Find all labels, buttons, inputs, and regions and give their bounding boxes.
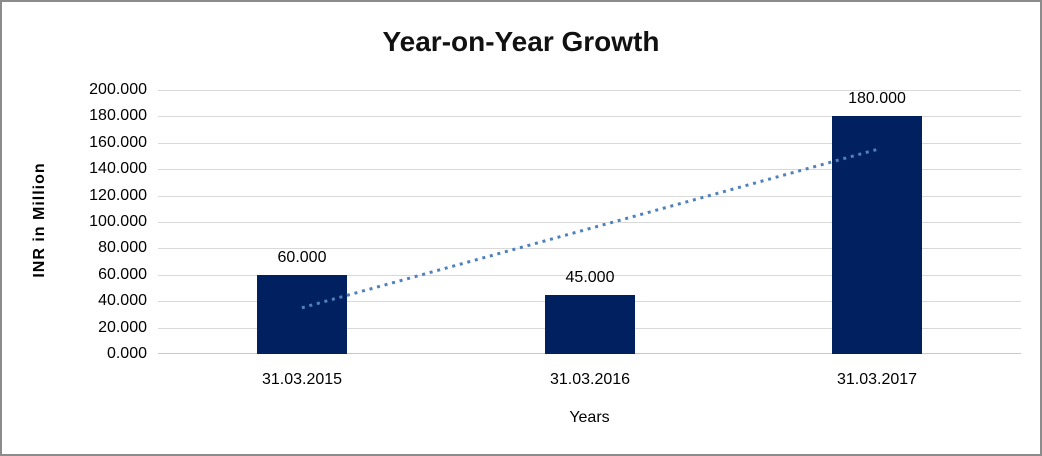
y-tick-label: 0.000 [106, 345, 147, 362]
y-tick-label: 200.000 [89, 81, 147, 98]
y-axis-tick-labels: 0.000 20.000 40.000 60.000 80.000 100.000 120.… [2, 81, 147, 362]
plot-area: 60.000 45.000 180.000 [158, 90, 1021, 354]
bar-value-label: 180.000 [848, 90, 906, 107]
x-tick-label: 31.03.2015 [261, 371, 343, 388]
bar-31.03.2017 [832, 116, 922, 354]
gridline [158, 248, 1021, 249]
x-axis-title: Years [569, 409, 610, 426]
gridline [158, 275, 1021, 276]
gridline [158, 196, 1021, 197]
y-tick-label: 60.000 [98, 266, 147, 283]
y-tick-label: 180.000 [89, 107, 147, 124]
chart-title: Year-on-Year Growth [382, 26, 660, 57]
x-tick-label: 31.03.2016 [549, 371, 631, 388]
y-tick-label: 160.000 [89, 134, 147, 151]
y-tick-label: 100.000 [89, 213, 147, 230]
bar-31.03.2015 [257, 275, 347, 354]
y-tick-label: 140.000 [89, 160, 147, 177]
bar-31.03.2016 [545, 295, 635, 354]
y-tick-label: 20.000 [98, 319, 147, 336]
trendline [301, 147, 878, 310]
gridline [158, 222, 1021, 223]
x-tick-label: 31.03.2017 [836, 371, 918, 388]
gridline [158, 90, 1021, 91]
gridline [158, 143, 1021, 144]
y-tick-label: 40.000 [98, 292, 147, 309]
gridline [158, 169, 1021, 170]
bar-value-label: 60.000 [277, 249, 327, 266]
bar-value-label: 45.000 [565, 269, 615, 286]
y-tick-label: 80.000 [98, 239, 147, 256]
gridline [158, 116, 1021, 117]
x-axis-tick-labels: 31.03.2015 31.03.2016 31.03.2017 [158, 371, 1021, 393]
y-tick-label: 120.000 [89, 187, 147, 204]
